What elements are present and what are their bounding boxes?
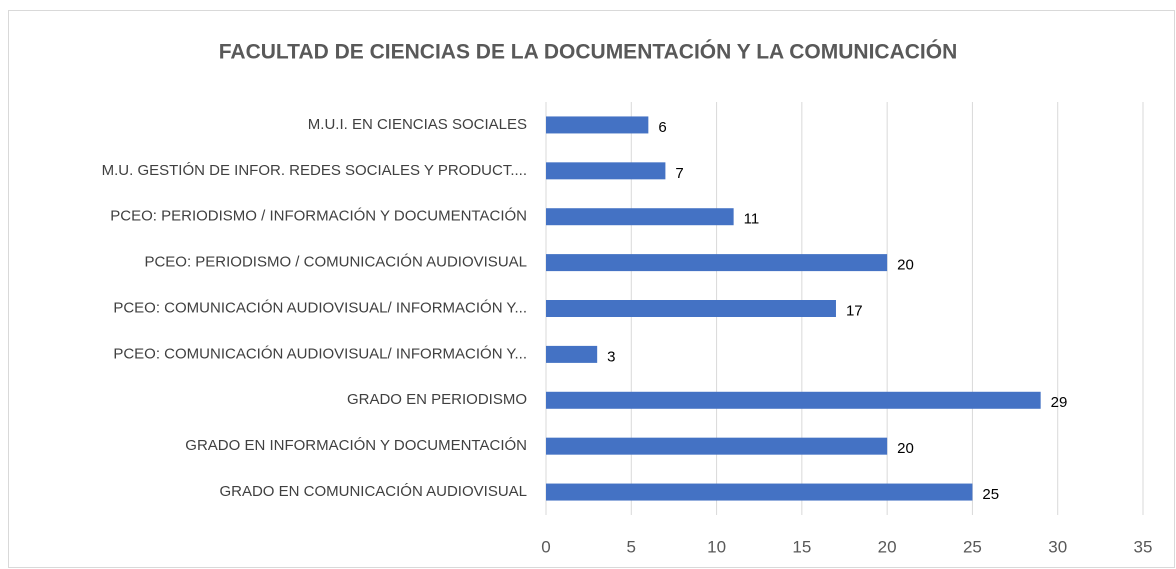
y-tick-label: GRADO EN PERIODISMO <box>347 391 527 408</box>
x-tick-label: 15 <box>792 537 811 556</box>
y-tick-label: PCEO: PERIODISMO / INFORMACIÓN Y DOCUMEN… <box>110 208 527 225</box>
value-label: 29 <box>1051 394 1068 411</box>
bar <box>546 345 598 363</box>
y-tick-label: PCEO: COMUNICACIÓN AUDIOVISUAL/ INFORMAC… <box>113 299 527 316</box>
bar <box>546 437 888 455</box>
y-tick-label: PCEO: COMUNICACIÓN AUDIOVISUAL/ INFORMAC… <box>113 345 527 362</box>
chart-title: FACULTAD DE CIENCIAS DE LA DOCUMENTACIÓN… <box>219 40 958 64</box>
value-label: 25 <box>982 486 999 503</box>
value-label: 7 <box>675 165 683 182</box>
value-label: 11 <box>744 211 760 228</box>
x-tick-label: 0 <box>541 537 550 556</box>
bar <box>546 483 973 501</box>
value-label: 6 <box>658 119 666 136</box>
x-tick-label: 20 <box>878 537 897 556</box>
value-label: 20 <box>897 440 914 457</box>
x-tick-label: 25 <box>963 537 982 556</box>
chart-frame <box>8 10 1175 568</box>
y-tick-label: M.U.I. EN CIENCIAS SOCIALES <box>308 116 527 133</box>
y-tick-label: PCEO: PERIODISMO / COMUNICACIÓN AUDIOVIS… <box>144 254 527 271</box>
value-label: 20 <box>897 257 914 274</box>
value-label: 3 <box>607 348 615 365</box>
x-tick-label: 30 <box>1048 537 1067 556</box>
x-tick-label: 35 <box>1134 537 1153 556</box>
x-tick-label: 5 <box>627 537 636 556</box>
y-tick-label: M.U. GESTIÓN DE INFOR. REDES SOCIALES Y … <box>102 162 527 179</box>
bar <box>546 116 649 134</box>
bar <box>546 254 888 272</box>
x-tick-label: 10 <box>707 537 726 556</box>
y-tick-label: GRADO EN COMUNICACIÓN AUDIOVISUAL <box>219 483 527 500</box>
bar <box>546 300 836 317</box>
bar <box>546 391 1041 409</box>
bar <box>546 162 666 180</box>
value-label: 17 <box>846 302 863 319</box>
y-tick-label: GRADO EN INFORMACIÓN Y DOCUMENTACIÓN <box>185 437 527 454</box>
bar <box>546 208 734 226</box>
